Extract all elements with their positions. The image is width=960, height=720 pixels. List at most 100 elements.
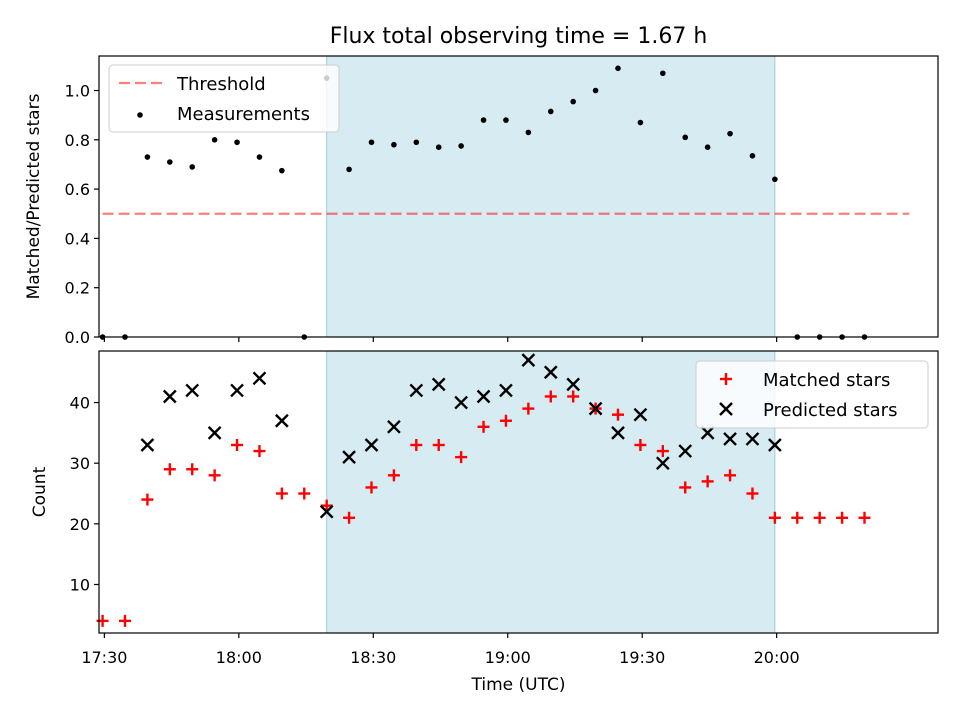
predicted-star-point bbox=[207, 426, 222, 440]
bottom-x-axis: 17:30 18:00 18:30 19:00 19:30 20:00 bbox=[81, 633, 800, 667]
matched-star-point bbox=[836, 511, 849, 524]
measurement-point bbox=[547, 108, 554, 115]
predicted-star-point bbox=[185, 383, 200, 398]
measurement-point bbox=[211, 137, 218, 143]
measurement-point bbox=[592, 87, 599, 94]
predicted-star-point bbox=[319, 504, 334, 519]
predicted-stars-points bbox=[140, 353, 782, 519]
matched-star-point bbox=[320, 499, 333, 512]
predicted-star-point bbox=[768, 438, 782, 452]
predicted-star-point bbox=[521, 353, 536, 367]
matched-star-point bbox=[186, 463, 199, 476]
matched-star-point bbox=[544, 390, 557, 403]
matched-star-point bbox=[118, 614, 131, 627]
predicted-star-point bbox=[342, 450, 356, 464]
predicted-star-point bbox=[230, 383, 244, 398]
legend-threshold-label: Threshold bbox=[176, 74, 266, 95]
x-axis-label: Time (UTC) bbox=[471, 675, 566, 695]
matched-star-point bbox=[656, 445, 669, 458]
predicted-star-point bbox=[566, 377, 581, 392]
matched-star-point bbox=[567, 390, 580, 403]
predicted-star-point bbox=[454, 395, 468, 410]
predicted-star-point bbox=[162, 389, 177, 404]
measurement-point bbox=[503, 117, 509, 123]
y-tick-label: 10 bbox=[70, 575, 90, 594]
predicted-star-point bbox=[364, 438, 379, 452]
measurement-point bbox=[279, 167, 285, 174]
measurement-point bbox=[749, 153, 756, 159]
matched-star-point bbox=[746, 487, 759, 500]
matched-star-point bbox=[522, 402, 535, 415]
matched-star-point bbox=[477, 420, 490, 433]
legend-matched-label: Matched stars bbox=[763, 370, 890, 391]
top-x-ticks bbox=[103, 337, 778, 342]
predicted-star-point bbox=[409, 383, 424, 398]
bottom-legend-box bbox=[695, 360, 929, 429]
predicted-star-point bbox=[543, 365, 558, 380]
x-tick-label: 20:00 bbox=[754, 648, 800, 667]
measurement-point bbox=[413, 139, 420, 146]
matched-star-point bbox=[343, 511, 356, 524]
y-tick-label: 1.0 bbox=[65, 82, 90, 101]
legend-measurements-label: Measurements bbox=[177, 104, 310, 125]
predicted-star-point bbox=[275, 413, 289, 428]
matched-star-point bbox=[141, 493, 154, 506]
bottom-y-axis-label: Count bbox=[30, 466, 50, 517]
x-tick-label: 17:30 bbox=[81, 648, 127, 667]
measurement-point bbox=[144, 154, 151, 160]
matched-stars-points bbox=[96, 390, 871, 627]
measurement-point bbox=[189, 164, 196, 170]
top-legend-box bbox=[108, 64, 340, 133]
measurement-point bbox=[458, 143, 464, 149]
top-legend: Threshold Measurements bbox=[108, 64, 340, 133]
predicted-star-point bbox=[723, 432, 737, 446]
predicted-star-point bbox=[633, 407, 648, 422]
matched-star-point bbox=[96, 614, 109, 627]
predicted-star-point bbox=[252, 371, 267, 386]
matched-star-point bbox=[253, 445, 266, 458]
predicted-star-point bbox=[387, 419, 401, 434]
matched-star-point bbox=[858, 511, 871, 524]
predicted-star-point bbox=[431, 377, 446, 392]
predicted-star-point bbox=[611, 426, 625, 440]
top-panel: 0.0 0.2 0.4 0.6 0.8 1.0 Matched/Predicted sta… bbox=[24, 55, 939, 347]
matched-star-point bbox=[455, 451, 468, 464]
legend-predicted-label: Predicted stars bbox=[763, 400, 897, 421]
top-shaded-span bbox=[326, 55, 776, 338]
matched-star-point bbox=[365, 481, 378, 494]
measurement-point bbox=[772, 176, 778, 183]
x-tick-label: 19:30 bbox=[619, 648, 665, 667]
y-tick-label: 0.0 bbox=[65, 328, 90, 347]
top-y-axis: 0.0 0.2 0.4 0.6 0.8 1.0 bbox=[65, 82, 99, 347]
matched-star-point bbox=[813, 511, 826, 524]
matched-star-point bbox=[432, 439, 445, 451]
matched-star-point bbox=[768, 511, 781, 524]
matched-star-point bbox=[724, 469, 737, 482]
measurement-point bbox=[615, 65, 621, 72]
matched-star-point bbox=[701, 475, 714, 488]
y-tick-label: 0.8 bbox=[65, 131, 90, 150]
matched-star-point bbox=[679, 481, 692, 494]
measurement-point bbox=[256, 154, 263, 160]
legend-measurements-swatch bbox=[137, 112, 143, 118]
y-tick-label: 0.4 bbox=[65, 229, 90, 248]
measurement-point bbox=[660, 70, 666, 77]
x-tick-label: 18:00 bbox=[216, 648, 262, 667]
matched-star-point bbox=[387, 469, 400, 482]
y-tick-label: 20 bbox=[70, 515, 90, 534]
measurement-point bbox=[368, 139, 375, 146]
measurement-points bbox=[99, 65, 868, 340]
measurement-point bbox=[682, 134, 689, 141]
matched-star-point bbox=[231, 439, 244, 451]
chart-title: Flux total observing time = 1.67 h bbox=[330, 24, 708, 49]
top-y-axis-label: Matched/Predicted stars bbox=[24, 93, 44, 299]
predicted-star-point bbox=[499, 383, 513, 398]
bottom-y-axis: 10 20 30 40 bbox=[70, 394, 99, 594]
top-axes-frame bbox=[98, 55, 939, 338]
measurement-point bbox=[704, 144, 711, 151]
measurement-point bbox=[234, 139, 240, 146]
predicted-star-point bbox=[588, 401, 603, 416]
predicted-star-point bbox=[678, 444, 693, 458]
bottom-legend: Matched stars Predicted stars bbox=[695, 360, 929, 429]
matched-star-point bbox=[611, 408, 624, 421]
